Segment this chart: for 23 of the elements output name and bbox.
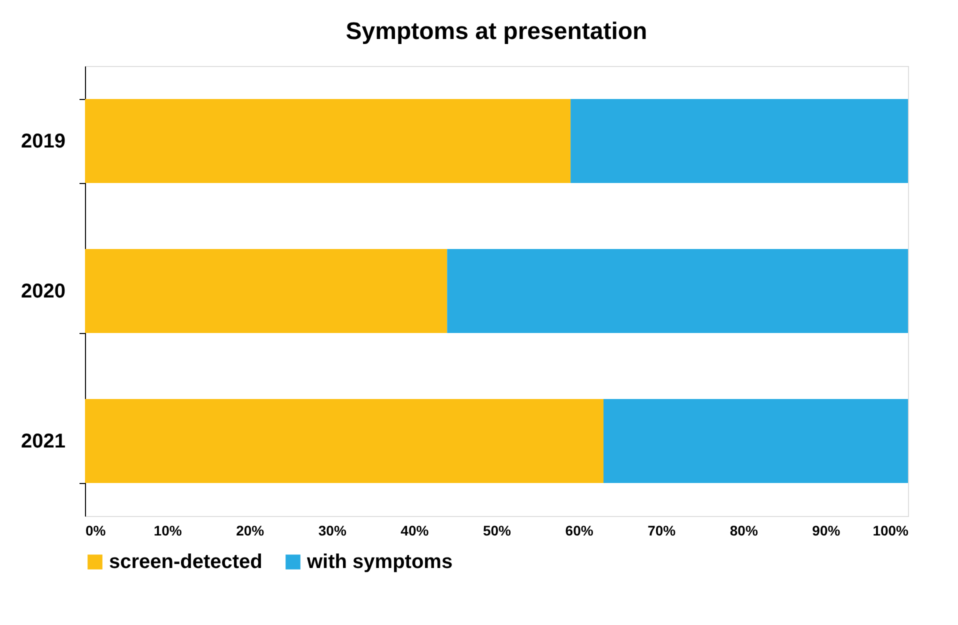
y-tick-label: 2020 [21,280,66,302]
x-tick-label: 70% [648,522,676,538]
legend-label: screen-detected [109,551,262,573]
x-tick-label: 50% [482,522,512,538]
bar [570,99,908,183]
x-tick-label: 40% [400,522,430,538]
x-tick-label: 90% [812,522,841,538]
y-tick-label: 2021 [21,430,66,452]
x-tick-label: 100% [872,522,910,538]
bar [447,249,908,333]
x-tick-label: 20% [236,522,265,538]
bar [85,99,571,183]
x-tick-label: 10% [154,522,182,538]
x-tick-label: 60% [565,522,594,538]
bar [85,399,604,483]
legend-label: with symptoms [306,551,453,573]
y-tick-label: 2019 [21,130,66,152]
bar [85,249,448,333]
x-tick-label: 30% [318,522,347,538]
chart-title: Symptoms at presentation [346,18,648,45]
x-tick-label: 0% [86,522,106,538]
bar [603,399,908,483]
x-tick-label: 80% [730,522,758,538]
